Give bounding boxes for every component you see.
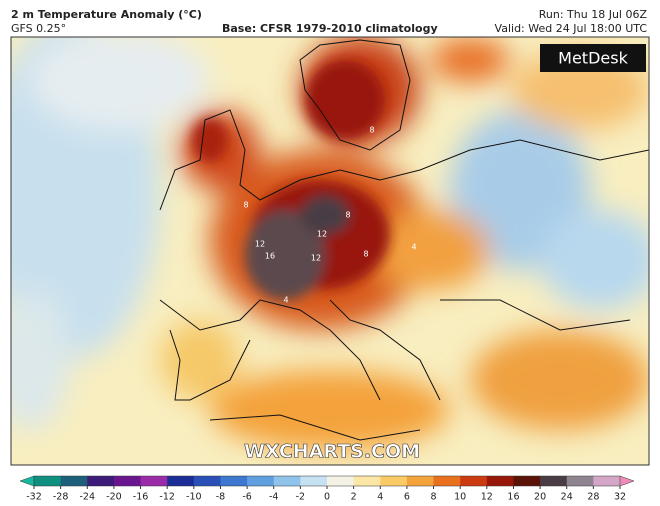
colorbar-segment [34, 476, 62, 486]
valid: Valid: Wed 24 Jul 18:00 UTC [495, 22, 648, 35]
colorbar-segment [300, 476, 328, 486]
colorbar-segment [167, 476, 195, 486]
map-frame [10, 36, 650, 466]
colorbar-tick-label: 0 [324, 492, 330, 503]
colorbar-segment [140, 476, 168, 486]
coastlines [159, 39, 649, 441]
colorbar-low-arrow [19, 475, 35, 487]
contour-label: 12 [311, 254, 321, 263]
colorbar-tick-label: 6 [404, 492, 410, 503]
colorbar-segment [60, 476, 88, 486]
colorbar-tick-label: -8 [216, 492, 225, 503]
colorbar-segment [113, 476, 142, 486]
contour-label: 12 [317, 230, 327, 239]
logo-box [540, 44, 646, 72]
colorbar-tick-label: 8 [431, 492, 437, 503]
colorbar-segment [87, 476, 115, 486]
colorbar-tick-label: 2 [351, 492, 357, 503]
colorbar-segment [406, 476, 435, 486]
colorbar-segment [220, 476, 248, 486]
colorbar-segment [486, 476, 514, 486]
colorbar-segment [327, 476, 355, 486]
colorbar-tick-label: -32 [26, 492, 42, 503]
contour-label: 4 [283, 296, 288, 305]
colorbar-tick-label: 24 [561, 492, 573, 503]
colorbar-high-arrow [619, 475, 635, 487]
colorbar-tick-label: 20 [534, 492, 546, 503]
colorbar-tick-label: -10 [186, 492, 202, 503]
colorbar-tick-label: -2 [296, 492, 305, 503]
contour-label: 12 [255, 240, 265, 249]
colorbar-tick-label: -24 [80, 492, 96, 503]
colorbar-tick-label: -6 [242, 492, 251, 503]
contour-label: 8 [345, 211, 350, 220]
colorbar-segment [247, 476, 275, 486]
colorbar-tick-label: -12 [159, 492, 175, 503]
colorbar-tick-label: -16 [133, 492, 149, 503]
colorbar-segment [273, 476, 301, 486]
colorbar-tick-label: 32 [614, 492, 626, 503]
logo: MetDesk [558, 49, 628, 68]
colorbar-segment [193, 476, 221, 486]
colorbar-tick-label: 4 [377, 492, 383, 503]
colorbar-tick-label: 12 [481, 492, 493, 503]
colorbar-segment [380, 476, 408, 486]
contour-label: 16 [265, 252, 275, 261]
colorbar-tick-label: 10 [454, 492, 466, 503]
colorbar-segment [540, 476, 568, 486]
colorbar-tick-label: -28 [53, 492, 69, 503]
contour-label: 8 [363, 250, 368, 259]
colorbar: -32 -28 -24 -20 -16 -12 -10 -8 -6 -4 -2 0 2 4 6 8 10 12 16… [19, 475, 635, 503]
contour-label: 4 [411, 243, 416, 252]
colorbar-segment [593, 476, 621, 486]
colorbar-tick-label: -20 [106, 492, 122, 503]
watermark: WXCHARTS.COM [244, 441, 420, 463]
colorbar-segment [513, 476, 541, 486]
title: 2 m Temperature Anomaly (°C) [11, 8, 202, 21]
colorbar-tick-label: 28 [587, 492, 599, 503]
colorbar-segment [433, 476, 461, 486]
contour-label: 8 [243, 201, 248, 210]
contour-label: 8 [369, 126, 374, 135]
base: Base: CFSR 1979-2010 climatology [222, 22, 438, 35]
colorbar-segment [566, 476, 594, 486]
colorbar-segment [460, 476, 488, 486]
colorbar-tick-label: -4 [269, 492, 278, 503]
colorbar-segment [353, 476, 381, 486]
run: Run: Thu 18 Jul 06Z [539, 8, 648, 21]
model: GFS 0.25° [11, 22, 66, 35]
colorbar-tick-label: 16 [507, 492, 519, 503]
